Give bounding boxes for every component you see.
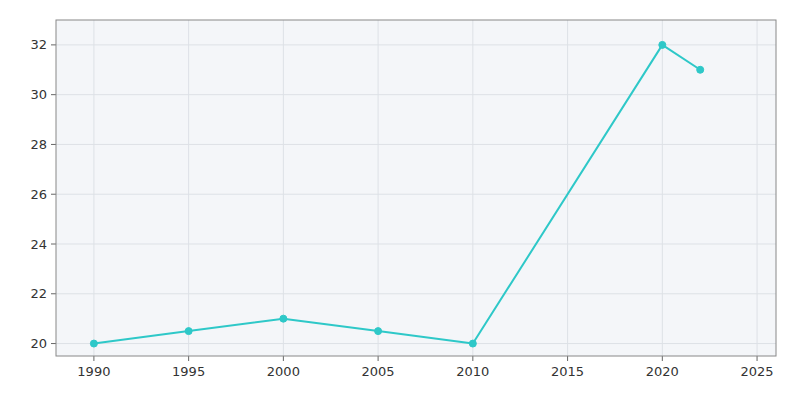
- point: [375, 328, 382, 335]
- y-tick-label: 32: [30, 37, 47, 52]
- y-tick-label: 26: [30, 187, 47, 202]
- point: [659, 41, 666, 48]
- line: [94, 45, 700, 344]
- x-grid-line: [472, 20, 473, 356]
- y-tick-label: 20: [30, 336, 47, 351]
- plot-frame: [56, 20, 776, 356]
- point: [185, 328, 192, 335]
- x-grid-line: [757, 20, 758, 356]
- x-tick-label: 2015: [551, 364, 584, 379]
- x-tick-label: 2000: [267, 364, 300, 379]
- x-tick: [188, 356, 189, 361]
- series: [90, 41, 703, 347]
- grid: [56, 20, 776, 356]
- y-grid-line: [56, 94, 776, 95]
- x-tick-label: 1990: [77, 364, 110, 379]
- y-grid-line: [56, 144, 776, 145]
- x-tick-label: 2010: [456, 364, 489, 379]
- x-tick: [757, 356, 758, 361]
- point: [280, 315, 287, 322]
- y-tick: [51, 293, 56, 294]
- y-tick: [51, 194, 56, 195]
- y-tick: [51, 244, 56, 245]
- x-grid-line: [93, 20, 94, 356]
- y-tick: [51, 144, 56, 145]
- y-grid-line: [56, 244, 776, 245]
- point: [469, 340, 476, 347]
- plot-area: [56, 20, 776, 356]
- point: [697, 66, 704, 73]
- y-tick: [51, 44, 56, 45]
- y-grid-line: [56, 194, 776, 195]
- x-tick-label: 1995: [172, 364, 205, 379]
- x-grid-line: [283, 20, 284, 356]
- x-tick-label: 2020: [646, 364, 679, 379]
- x-tick: [472, 356, 473, 361]
- x-tick: [662, 356, 663, 361]
- y-tick: [51, 94, 56, 95]
- y-tick-label: 30: [30, 87, 47, 102]
- x-tick: [567, 356, 568, 361]
- x-tick: [283, 356, 284, 361]
- point: [90, 340, 97, 347]
- y-tick: [51, 343, 56, 344]
- x-grid-line: [567, 20, 568, 356]
- y-tick-label: 22: [30, 286, 47, 301]
- chart-container: 1990 1995 2000 2005 2010 2015 2020 2025 20 22 24 26…: [0, 0, 800, 400]
- y-grid-line: [56, 343, 776, 344]
- chart-svg: 1990 1995 2000 2005 2010 2015 2020 2025 20 22 24 26…: [0, 0, 800, 400]
- x-tick-label: 2005: [362, 364, 395, 379]
- x-grid-line: [188, 20, 189, 356]
- axes: 1990 1995 2000 2005 2010 2015 2020 2025 20 22 24 26…: [30, 37, 773, 379]
- x-tick-label: 2025: [741, 364, 774, 379]
- x-tick: [378, 356, 379, 361]
- x-tick: [93, 356, 94, 361]
- y-tick-label: 28: [30, 137, 47, 152]
- y-tick-label: 24: [30, 237, 47, 252]
- x-grid-line: [378, 20, 379, 356]
- y-grid-line: [56, 44, 776, 45]
- y-grid-line: [56, 293, 776, 294]
- x-grid-line: [662, 20, 663, 356]
